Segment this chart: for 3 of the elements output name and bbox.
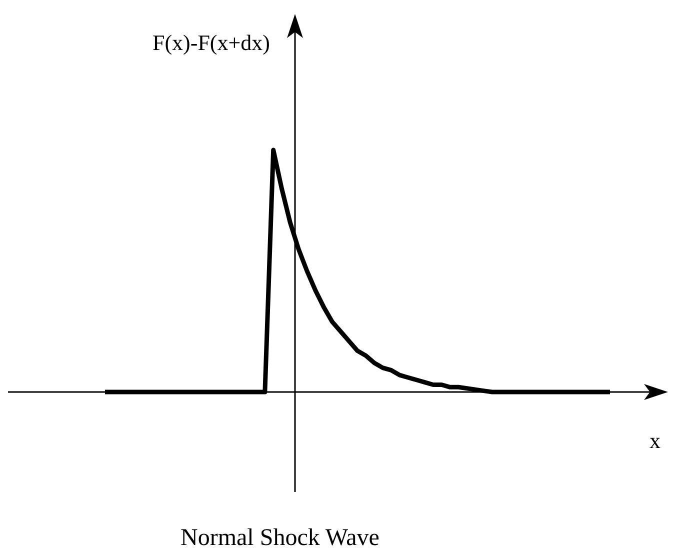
y-axis-title: F(x)-F(x+dx) [152, 30, 270, 55]
x-axis-title: x [650, 428, 660, 453]
text: Normal Shock Wave [180, 525, 380, 551]
